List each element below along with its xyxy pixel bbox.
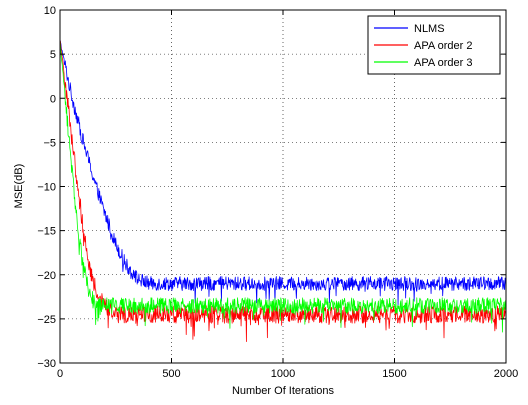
series-layer [59,39,507,342]
x-axis-label: Number Of Iterations [232,385,335,397]
y-tick-label: −15 [37,226,56,238]
grid-layer [60,10,506,363]
x-tick-label: 2000 [494,368,518,380]
series-line-apa-order-2 [59,39,507,342]
x-tick-label: 1500 [382,368,406,380]
x-tick-label: 500 [162,368,180,380]
series-line-apa-order-3 [59,39,507,333]
x-tick-label: 1000 [271,368,295,380]
y-axis-label: MSE(dB) [13,164,25,209]
legend-entry-label: APA order 2 [414,40,473,52]
y-tick-label: −10 [37,182,56,194]
y-tick-label: 10 [44,5,56,17]
legend: NLMS APA order 2 APA order 3 [367,15,501,75]
y-tick-label: −5 [43,137,56,149]
y-tick-label: −30 [37,358,56,370]
series-line-nlms [59,39,507,307]
legend-entry-label: NLMS [414,23,445,35]
legend-entry-label: APA order 3 [414,57,473,69]
y-tick-label: 0 [50,93,56,105]
y-tick-label: −25 [37,314,56,326]
y-tick-label: −20 [37,270,56,282]
tick-layer: 0 500 1000 1500 2000 −30 −25 −20 −15 −10 −5 0 5 10 [37,5,518,380]
y-tick-label: 5 [50,49,56,61]
x-tick-label: 0 [57,368,63,380]
